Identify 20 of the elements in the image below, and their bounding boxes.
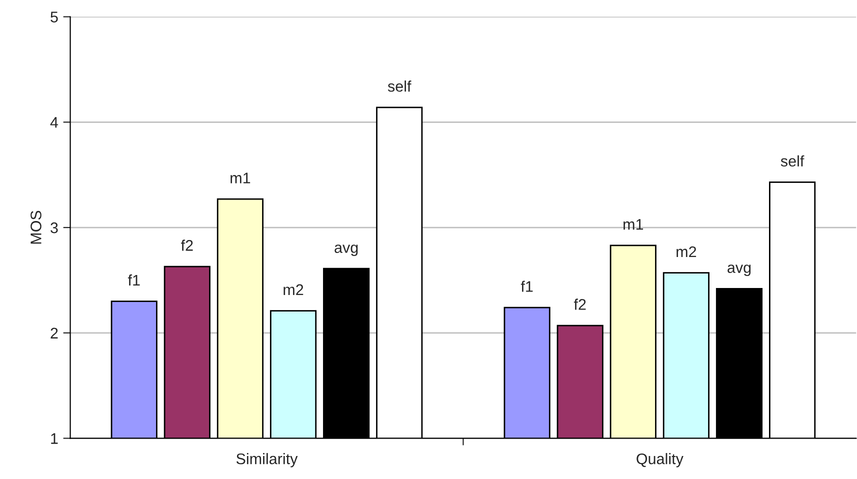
y-tick-label: 5 — [50, 12, 58, 22]
y-tick-label: 4 — [50, 117, 58, 128]
text: f1 — [520, 280, 533, 292]
y-tick-label: 3 — [50, 222, 58, 234]
y-axis-title: MOS — [30, 210, 42, 244]
series-label: m2 — [284, 284, 304, 295]
series-label: self — [388, 80, 412, 92]
y-tick-label: 2 — [50, 328, 58, 338]
series-label: f2 — [181, 240, 193, 251]
y-tick-label: 1 — [51, 433, 58, 444]
series-label: avg — [728, 264, 751, 276]
series-label: f1 — [128, 274, 140, 286]
text: m1 — [624, 219, 644, 230]
x-tick-label: Quality — [636, 453, 684, 468]
text: m2 — [676, 246, 696, 258]
text: self — [780, 155, 804, 167]
text: avg — [334, 244, 358, 256]
text: f2 — [574, 298, 586, 310]
series-label: m1 — [230, 172, 250, 184]
x-tick-label: Similarity — [236, 453, 298, 468]
